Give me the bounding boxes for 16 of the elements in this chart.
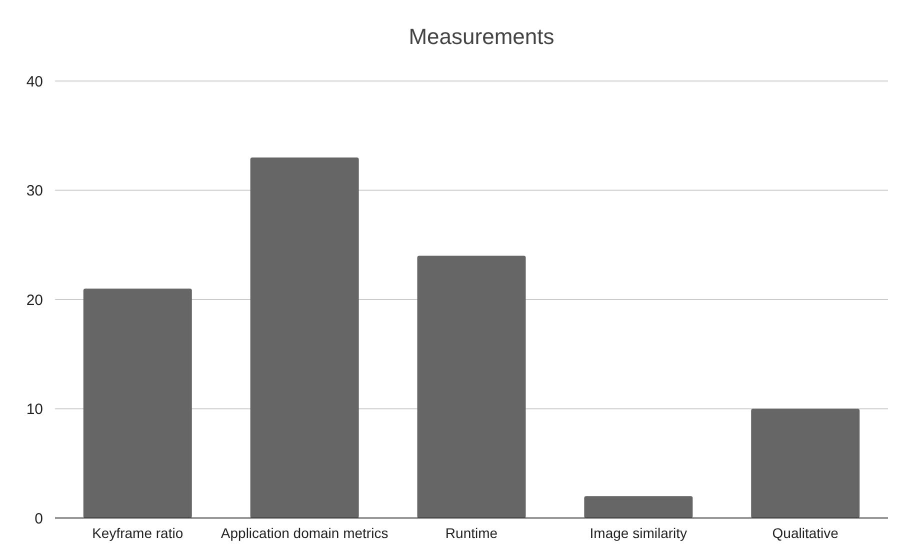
bar bbox=[83, 288, 192, 518]
bar bbox=[751, 408, 860, 518]
x-tick-label: Keyframe ratio bbox=[92, 525, 184, 541]
x-tick-label: Image similarity bbox=[590, 525, 688, 541]
y-tick-label: 30 bbox=[26, 182, 43, 200]
y-tick-label: 20 bbox=[26, 292, 43, 309]
bar bbox=[250, 157, 359, 518]
x-tick-label: Runtime bbox=[445, 525, 498, 541]
chart-title: Measurements bbox=[408, 24, 554, 49]
bar bbox=[584, 496, 693, 518]
x-tick-label: Qualitative bbox=[772, 525, 839, 541]
bar bbox=[417, 256, 526, 518]
y-tick-label: 10 bbox=[26, 401, 43, 418]
x-tick-label: Application domain metrics bbox=[220, 525, 388, 541]
y-tick-label: 40 bbox=[26, 73, 43, 90]
y-tick-label: 0 bbox=[34, 510, 43, 528]
